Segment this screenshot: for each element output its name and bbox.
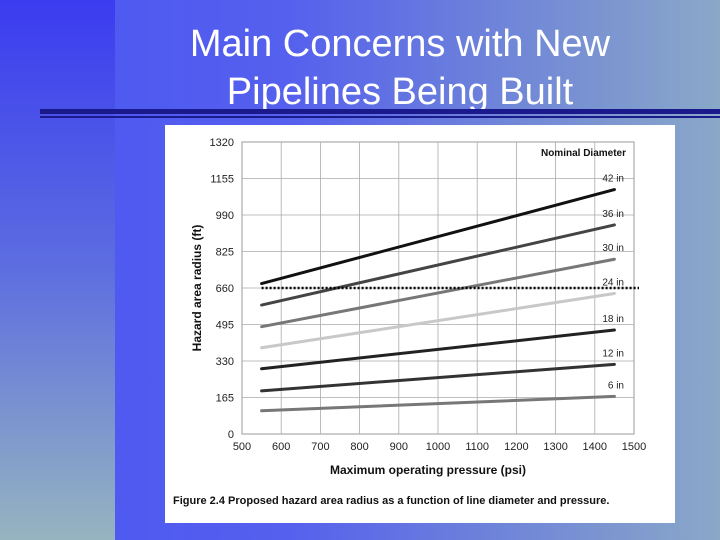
series-label: 30 in: [602, 243, 624, 254]
y-tick-label: 825: [216, 247, 234, 259]
y-tick-label: 990: [216, 210, 234, 222]
series-label: 42 in: [602, 174, 624, 185]
y-tick-label: 330: [216, 356, 234, 368]
series-line: [260, 328, 616, 371]
x-tick-label: 1000: [426, 441, 450, 453]
y-tick-label: 660: [216, 283, 234, 295]
x-tick-label: 800: [350, 441, 368, 453]
x-tick-label: 1500: [622, 441, 646, 453]
x-tick-label: 1100: [465, 441, 489, 453]
x-tick-label: 1200: [504, 441, 528, 453]
x-tick-label: 1400: [583, 441, 607, 453]
title-rule-thin: [40, 116, 720, 118]
series-line: [260, 362, 616, 393]
legend-title: Nominal Diameter: [541, 148, 626, 159]
y-tick-label: 495: [216, 320, 234, 332]
series-label: 12 in: [602, 348, 624, 359]
x-axis-title: Maximum operating pressure (psi): [330, 463, 526, 477]
y-tick-label: 0: [228, 429, 234, 441]
x-tick-label: 600: [272, 441, 290, 453]
series-line: [260, 188, 616, 286]
series-label: 6 in: [608, 380, 624, 391]
slide-title: Main Concerns with New Pipelines Being B…: [189, 23, 611, 113]
series-label: 18 in: [602, 314, 624, 325]
series-label: 36 in: [602, 209, 624, 220]
title-rule-thick: [40, 109, 720, 114]
chart-figure: 500 600 700 800 900 1000 1100 1200 1300 1400 1500 0…: [165, 125, 675, 523]
left-gradient-band: [0, 0, 115, 540]
y-axis-title: Hazard area radius (ft): [190, 225, 204, 352]
x-tick-label: 700: [311, 441, 329, 453]
series-line: [260, 223, 616, 307]
y-tick-label: 165: [216, 393, 234, 405]
series-line: [260, 394, 616, 413]
x-tick-label: 500: [233, 441, 251, 453]
chart-svg: 500 600 700 800 900 1000 1100 1200 1300 1400 1500 0…: [190, 137, 646, 477]
x-tick-label: 1300: [543, 441, 567, 453]
y-tick-label: 1155: [210, 174, 234, 186]
chart-caption: Figure 2.4 Proposed hazard area radius a…: [173, 495, 610, 507]
series-label: 24 in: [602, 278, 624, 289]
series-line: [260, 257, 616, 329]
y-tick-label: 1320: [210, 137, 234, 149]
series-line: [260, 292, 616, 350]
x-tick-label: 900: [390, 441, 408, 453]
